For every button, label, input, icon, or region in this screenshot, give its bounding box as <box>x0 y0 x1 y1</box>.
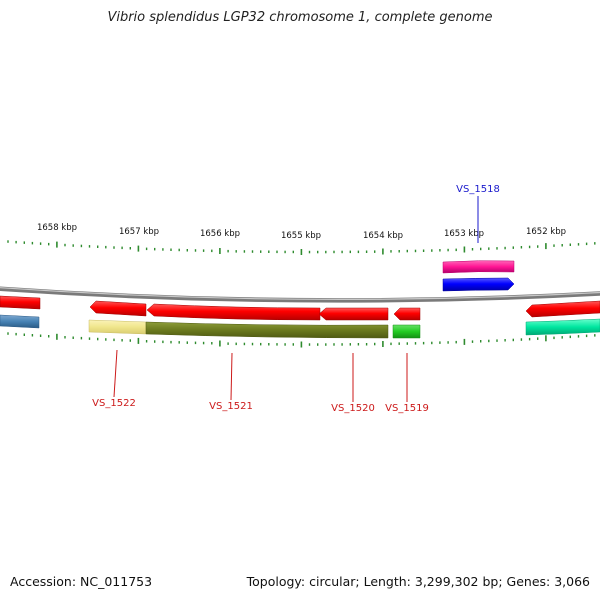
gene-labels: VS_1518 VS_1519 VS_1520 VS_1521 VS_1522 <box>92 184 500 414</box>
gene-label-vs1518[interactable]: VS_1518 <box>456 184 500 195</box>
ruler-label: 1653 kbp <box>444 229 484 239</box>
genome-backbone <box>0 286 600 303</box>
gene-label-leaders <box>113 196 479 402</box>
reverse-strand-features <box>0 300 600 339</box>
cds-feature-left-steel[interactable] <box>0 314 40 329</box>
gene-label-vs1520[interactable]: VS_1520 <box>331 403 375 414</box>
gene-label-vs1521[interactable]: VS_1521 <box>209 401 253 412</box>
gene-arrow-left-red[interactable] <box>0 295 41 310</box>
gene-arrow-vs1518[interactable] <box>442 277 515 292</box>
gene-arrow-vs1520[interactable] <box>318 307 389 321</box>
gene-arrow-vs1521[interactable] <box>146 303 321 321</box>
gene-arrow-right-red[interactable] <box>525 300 600 318</box>
leader-vs1521 <box>230 352 233 401</box>
ruler-labels: 1658 kbp 1657 kbp 1656 kbp 1655 kbp 1654… <box>37 223 566 241</box>
cds-feature-vs1522[interactable] <box>88 319 147 335</box>
gene-arrow-vs1522[interactable] <box>89 300 147 317</box>
ruler-label: 1654 kbp <box>363 231 403 241</box>
ruler-label: 1655 kbp <box>281 231 321 241</box>
gene-arrow-vs1519[interactable] <box>393 307 421 321</box>
map-title: Vibrio splendidus LGP32 chromosome 1, co… <box>107 10 493 25</box>
cds-feature-right-teal[interactable] <box>525 318 600 336</box>
gene-label-vs1519[interactable]: VS_1519 <box>385 403 429 414</box>
cds-feature-vs1519[interactable] <box>392 324 421 339</box>
forward-strand-features <box>0 260 515 310</box>
gene-feature-pink[interactable] <box>442 260 515 274</box>
gene-label-vs1522[interactable]: VS_1522 <box>92 398 136 409</box>
tick-marks-outer <box>7 240 596 255</box>
ruler-label: 1652 kbp <box>526 227 566 237</box>
ruler-label: 1657 kbp <box>119 227 159 237</box>
ruler-label: 1656 kbp <box>200 229 240 239</box>
accession-text: Accession: NC_011753 <box>10 574 153 589</box>
ruler-label: 1658 kbp <box>37 223 77 233</box>
leader-vs1522 <box>113 349 118 398</box>
genome-backbone-highlight <box>0 287 600 301</box>
cds-feature-vs1521[interactable] <box>145 321 389 339</box>
tick-marks-inner <box>7 332 596 348</box>
genome-summary-text: Topology: circular; Length: 3,299,302 bp… <box>246 574 590 589</box>
